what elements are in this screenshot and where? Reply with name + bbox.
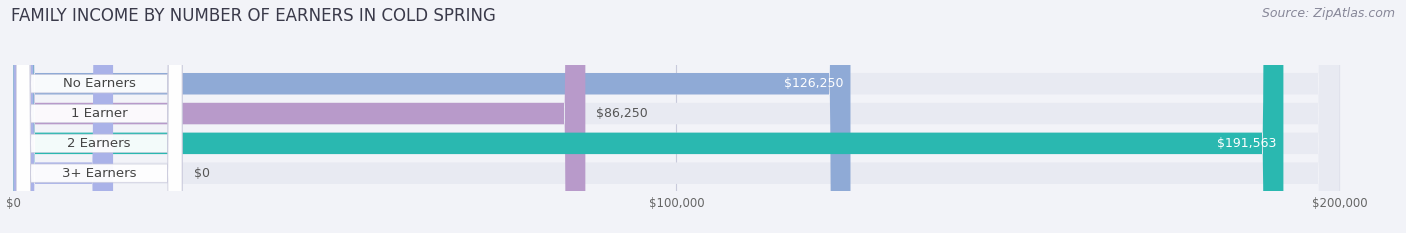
FancyBboxPatch shape	[14, 0, 1340, 233]
Text: 1 Earner: 1 Earner	[70, 107, 128, 120]
Text: $0: $0	[194, 167, 211, 180]
Text: Source: ZipAtlas.com: Source: ZipAtlas.com	[1261, 7, 1395, 20]
FancyBboxPatch shape	[14, 0, 1340, 233]
FancyBboxPatch shape	[17, 0, 181, 233]
FancyBboxPatch shape	[14, 0, 1340, 233]
FancyBboxPatch shape	[14, 0, 112, 233]
FancyBboxPatch shape	[14, 0, 585, 233]
Text: FAMILY INCOME BY NUMBER OF EARNERS IN COLD SPRING: FAMILY INCOME BY NUMBER OF EARNERS IN CO…	[11, 7, 496, 25]
Text: $86,250: $86,250	[596, 107, 648, 120]
Text: $191,563: $191,563	[1218, 137, 1277, 150]
Text: No Earners: No Earners	[63, 77, 135, 90]
FancyBboxPatch shape	[17, 0, 181, 233]
FancyBboxPatch shape	[14, 0, 851, 233]
FancyBboxPatch shape	[14, 0, 1284, 233]
FancyBboxPatch shape	[14, 0, 1340, 233]
FancyBboxPatch shape	[17, 0, 181, 233]
Text: 2 Earners: 2 Earners	[67, 137, 131, 150]
Text: $126,250: $126,250	[785, 77, 844, 90]
FancyBboxPatch shape	[17, 0, 181, 233]
Text: 3+ Earners: 3+ Earners	[62, 167, 136, 180]
